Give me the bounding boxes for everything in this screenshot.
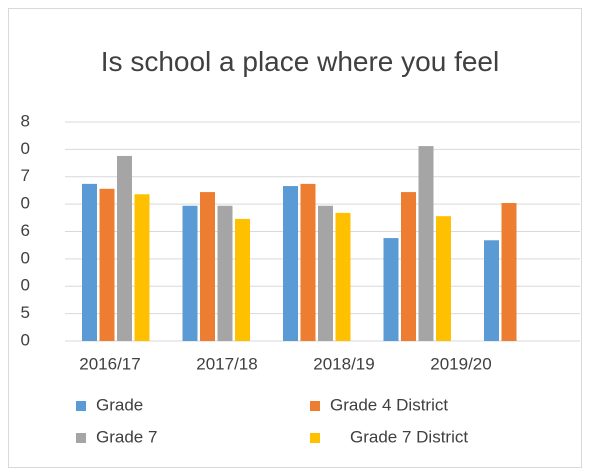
legend-label: Grade 4 District	[330, 395, 448, 414]
y-tick-label: 0	[21, 194, 30, 213]
bar	[217, 205, 233, 341]
bar	[200, 192, 215, 341]
bar	[383, 238, 399, 341]
x-tick-label: 2018/19	[313, 354, 374, 373]
bar	[335, 212, 351, 341]
bar	[318, 205, 333, 341]
chart: 0 5 0 0 6 0 7 0 8 2016/17 2017/18 2018/19 2019/20 Gra…	[21, 111, 580, 446]
bar	[99, 188, 115, 341]
x-tick-label: 2016/17	[79, 354, 140, 373]
legend-swatch	[76, 401, 86, 411]
bar	[235, 218, 250, 341]
x-tick-label: 2017/18	[196, 354, 257, 373]
legend-label: Grade	[96, 395, 143, 414]
y-tick-label: 5	[21, 303, 30, 322]
bar	[117, 155, 132, 341]
y-tick-label: 0	[21, 139, 30, 158]
y-tick-label: 6	[21, 221, 30, 240]
bar	[283, 186, 298, 341]
legend-swatch	[310, 433, 320, 443]
x-tick-label: 2019/20	[430, 354, 491, 373]
bar	[501, 203, 517, 341]
bar	[418, 146, 434, 341]
y-tick-label: 0	[21, 248, 30, 267]
bar	[134, 194, 150, 341]
y-tick-label: 0	[21, 276, 30, 295]
legend-swatch	[310, 401, 320, 411]
bar	[82, 183, 97, 341]
legend-label: Grade 7	[96, 427, 157, 446]
chart-title: Is school a place where you feel	[100, 46, 500, 77]
bar	[182, 205, 198, 341]
bar	[300, 183, 316, 341]
y-tick-label: 7	[21, 166, 30, 185]
page: {"chart_data": {"type": "bar", "title": …	[8, 8, 582, 468]
y-tick-label: 0	[21, 330, 30, 349]
legend-label: Grade 7 District	[350, 427, 468, 446]
legend-swatch	[76, 433, 86, 443]
bar	[401, 192, 416, 341]
y-tick-label: 8	[21, 111, 30, 130]
bar	[436, 216, 451, 341]
bar	[484, 240, 499, 341]
